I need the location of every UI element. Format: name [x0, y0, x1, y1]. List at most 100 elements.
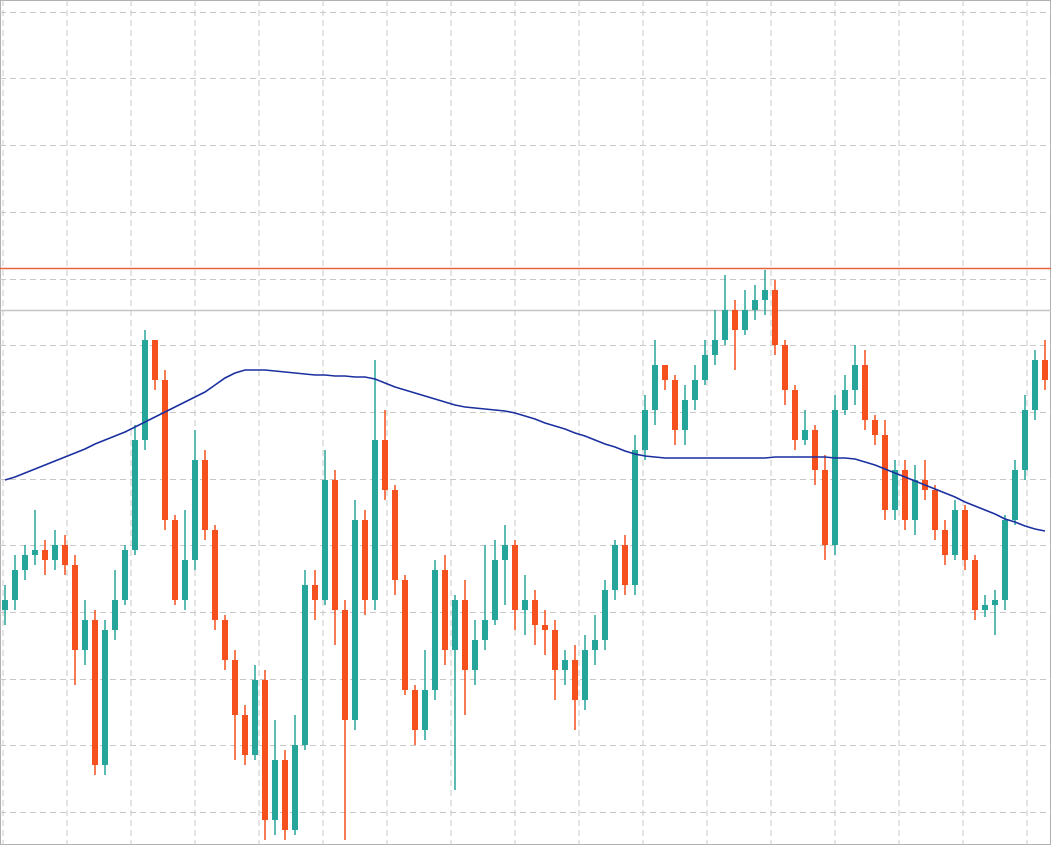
candle-body: [72, 565, 78, 650]
candle-body: [192, 460, 198, 560]
candle-body: [832, 410, 838, 545]
candle-body: [642, 410, 648, 450]
candle-body: [672, 380, 678, 430]
candle-body: [382, 440, 388, 490]
candle-body: [52, 545, 58, 560]
candle-body: [212, 530, 218, 620]
candle-body: [1022, 410, 1028, 470]
candle-body: [952, 510, 958, 555]
candle-body: [222, 620, 228, 660]
candle-body: [882, 435, 888, 510]
candle-body: [202, 460, 208, 530]
candle-body: [542, 625, 548, 630]
candle-body: [182, 560, 188, 600]
candle-body: [702, 355, 708, 380]
candle-body: [152, 340, 158, 380]
candle-body: [1012, 470, 1018, 520]
candle-body: [992, 600, 998, 605]
candle-body: [362, 520, 368, 600]
candle-body: [302, 585, 308, 745]
candle-body: [852, 365, 858, 390]
candle-body: [132, 440, 138, 550]
candle-body: [392, 490, 398, 580]
candle-body: [752, 300, 758, 310]
candle-body: [12, 570, 18, 600]
candle-body: [162, 380, 168, 520]
candle-body: [892, 470, 898, 510]
candle-body: [472, 640, 478, 670]
candle-body: [1032, 360, 1038, 410]
candle-body: [972, 560, 978, 610]
candle-body: [252, 680, 258, 755]
candle-body: [462, 600, 468, 670]
candle-body: [842, 390, 848, 410]
candle-body: [792, 390, 798, 440]
candle-body: [352, 520, 358, 720]
candle-body: [812, 430, 818, 470]
candle-body: [482, 620, 488, 640]
candle-body: [412, 690, 418, 730]
candle-body: [402, 580, 408, 690]
candle-body: [1042, 360, 1048, 380]
candle-body: [602, 590, 608, 640]
candle-body: [172, 520, 178, 600]
candle-body: [502, 545, 508, 560]
candle-body: [102, 630, 108, 765]
candle-body: [862, 365, 868, 420]
candle-body: [942, 530, 948, 555]
candle-body: [322, 480, 328, 600]
moving-average: [4, 369, 1046, 532]
candle-body: [802, 430, 808, 440]
candle-body: [762, 290, 768, 300]
candle-body: [112, 600, 118, 630]
candle-body: [512, 545, 518, 610]
candle-body: [292, 745, 298, 830]
candle-body: [62, 545, 68, 565]
candle-body: [332, 480, 338, 610]
candle-body: [32, 550, 38, 555]
candle-body: [692, 380, 698, 400]
candle-body: [552, 630, 558, 670]
candle-body: [342, 610, 348, 720]
candle-body: [562, 660, 568, 670]
candle-body: [2, 600, 8, 610]
candle-body: [592, 640, 598, 650]
candle-body: [232, 660, 238, 715]
candle-body: [872, 420, 878, 435]
candle-body: [652, 365, 658, 410]
candle-body: [962, 510, 968, 560]
candle-body: [22, 555, 28, 570]
candle-body: [492, 560, 498, 620]
candle-body: [242, 715, 248, 755]
candle-body: [662, 365, 668, 380]
candle-body: [912, 480, 918, 520]
candle-body: [682, 400, 688, 430]
candle-body: [772, 290, 778, 345]
candle-body: [282, 760, 288, 830]
candle-body: [712, 340, 718, 355]
candle-body: [432, 570, 438, 690]
candle-body: [822, 470, 828, 545]
candle-body: [122, 550, 128, 600]
candle-body: [582, 650, 588, 700]
candle-body: [632, 450, 638, 585]
candle-body: [902, 470, 908, 520]
candle-body: [82, 620, 88, 650]
candle-body: [982, 605, 988, 610]
candle-body: [442, 570, 448, 650]
candle-body: [522, 600, 528, 610]
candle-body: [42, 550, 48, 560]
candle-body: [262, 680, 268, 820]
candle-body: [742, 310, 748, 330]
candle-body: [272, 760, 278, 820]
candle-body: [732, 310, 738, 330]
candle-body: [572, 660, 578, 700]
candle-body: [372, 440, 378, 600]
candle-body: [722, 310, 728, 340]
candle-body: [612, 545, 618, 590]
candle-body: [1002, 520, 1008, 600]
candle-body: [932, 490, 938, 530]
candle-body: [532, 600, 538, 625]
